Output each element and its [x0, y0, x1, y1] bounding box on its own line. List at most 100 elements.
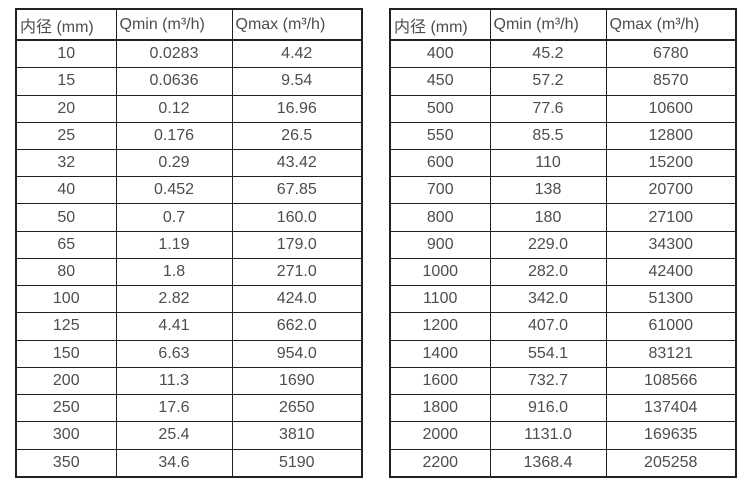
table-row: 800 180 27100 — [389, 203, 737, 232]
column-header: Qmax (m³/h) — [605, 8, 737, 41]
table-row: 80 1.8 271.0 — [15, 257, 363, 287]
table-cell: 0.12 — [115, 94, 233, 123]
table-cell: 83121 — [605, 339, 737, 368]
table-cell: 200 — [15, 366, 117, 396]
table-cell: 700 — [389, 176, 491, 205]
table-row: 700 138 20700 — [389, 176, 737, 205]
table-row: 300 25.4 3810 — [15, 421, 363, 450]
table-cell: 100 — [15, 285, 117, 314]
table-row: 1800 916.0 137404 — [389, 394, 737, 423]
table-row: 350 34.6 5190 — [15, 448, 363, 478]
table-cell: 0.0283 — [115, 39, 233, 69]
table-cell: 160.0 — [231, 203, 363, 232]
table-cell: 25 — [15, 121, 117, 150]
table-cell: 400 — [389, 39, 491, 69]
table-cell: 600 — [389, 148, 491, 178]
table-cell: 1690 — [231, 366, 363, 396]
table-cell: 1368.4 — [489, 448, 607, 478]
table-row: 600 110 15200 — [389, 148, 737, 178]
table-cell: 6.63 — [115, 339, 233, 368]
table-cell: 80 — [15, 257, 117, 287]
table-cell: 342.0 — [489, 285, 607, 314]
table-row: 65 1.19 179.0 — [15, 230, 363, 259]
table-cell: 16.96 — [231, 94, 363, 123]
table-cell: 51300 — [605, 285, 737, 314]
table-cell: 0.176 — [115, 121, 233, 150]
table-row: 2200 1368.4 205258 — [389, 448, 737, 478]
table-cell: 229.0 — [489, 230, 607, 259]
table-cell: 271.0 — [231, 257, 363, 287]
table-row: 550 85.5 12800 — [389, 121, 737, 150]
table-row: 450 57.2 8570 — [389, 67, 737, 96]
table-cell: 9.54 — [231, 67, 363, 96]
table-cell: 15200 — [605, 148, 737, 178]
table-cell: 450 — [389, 67, 491, 96]
table-row: 40 0.452 67.85 — [15, 176, 363, 205]
table-cell: 11.3 — [115, 366, 233, 396]
table-cell: 4.42 — [231, 39, 363, 69]
table-cell: 12800 — [605, 121, 737, 150]
table-cell: 27100 — [605, 203, 737, 232]
table-row: 1100 342.0 51300 — [389, 285, 737, 314]
table-cell: 65 — [15, 230, 117, 259]
table-cell: 20 — [15, 94, 117, 123]
table-cell: 10 — [15, 39, 117, 69]
header-row: 内径 (mm) Qmin (m³/h) Qmax (m³/h) — [15, 8, 363, 41]
table-cell: 169635 — [605, 421, 737, 450]
table-cell: 77.6 — [489, 94, 607, 123]
table-cell: 954.0 — [231, 339, 363, 368]
table-cell: 3810 — [231, 421, 363, 450]
table-cell: 61000 — [605, 312, 737, 341]
table-row: 250 17.6 2650 — [15, 394, 363, 423]
table-cell: 42400 — [605, 257, 737, 287]
table-cell: 40 — [15, 176, 117, 205]
table-cell: 138 — [489, 176, 607, 205]
table-cell: 1200 — [389, 312, 491, 341]
flow-table-small-diameters: 内径 (mm) Qmin (m³/h) Qmax (m³/h) 10 0.0283 4.… — [15, 8, 363, 478]
table-cell: 25.4 — [115, 421, 233, 450]
table-cell: 108566 — [605, 366, 737, 396]
table-row: 15 0.0636 9.54 — [15, 67, 363, 96]
table-cell: 1600 — [389, 366, 491, 396]
table-row: 900 229.0 34300 — [389, 230, 737, 259]
table-row: 150 6.63 954.0 — [15, 339, 363, 368]
table-row: 1400 554.1 83121 — [389, 339, 737, 368]
table-cell: 2200 — [389, 448, 491, 478]
table-row: 2000 1131.0 169635 — [389, 421, 737, 450]
table-cell: 20700 — [605, 176, 737, 205]
table-cell: 662.0 — [231, 312, 363, 341]
table-cell: 137404 — [605, 394, 737, 423]
table-cell: 1.8 — [115, 257, 233, 287]
table-cell: 110 — [489, 148, 607, 178]
table-cell: 125 — [15, 312, 117, 341]
table-cell: 34300 — [605, 230, 737, 259]
table-cell: 250 — [15, 394, 117, 423]
table-cell: 800 — [389, 203, 491, 232]
column-header: Qmax (m³/h) — [231, 8, 363, 41]
table-cell: 282.0 — [489, 257, 607, 287]
table-cell: 1100 — [389, 285, 491, 314]
column-header: Qmin (m³/h) — [489, 8, 607, 41]
table-cell: 50 — [15, 203, 117, 232]
table-cell: 1800 — [389, 394, 491, 423]
table-cell: 17.6 — [115, 394, 233, 423]
table-cell: 0.7 — [115, 203, 233, 232]
table-cell: 424.0 — [231, 285, 363, 314]
table-row: 1200 407.0 61000 — [389, 312, 737, 341]
table-cell: 500 — [389, 94, 491, 123]
table-cell: 5190 — [231, 448, 363, 478]
table-row: 20 0.12 16.96 — [15, 94, 363, 123]
table-cell: 26.5 — [231, 121, 363, 150]
table-cell: 1000 — [389, 257, 491, 287]
table-cell: 2000 — [389, 421, 491, 450]
table-cell: 67.85 — [231, 176, 363, 205]
table-cell: 10600 — [605, 94, 737, 123]
column-header: 内径 (mm) — [15, 8, 117, 41]
table-cell: 350 — [15, 448, 117, 478]
table-cell: 150 — [15, 339, 117, 368]
table-cell: 1400 — [389, 339, 491, 368]
table-row: 100 2.82 424.0 — [15, 285, 363, 314]
table-row: 50 0.7 160.0 — [15, 203, 363, 232]
table-cell: 550 — [389, 121, 491, 150]
